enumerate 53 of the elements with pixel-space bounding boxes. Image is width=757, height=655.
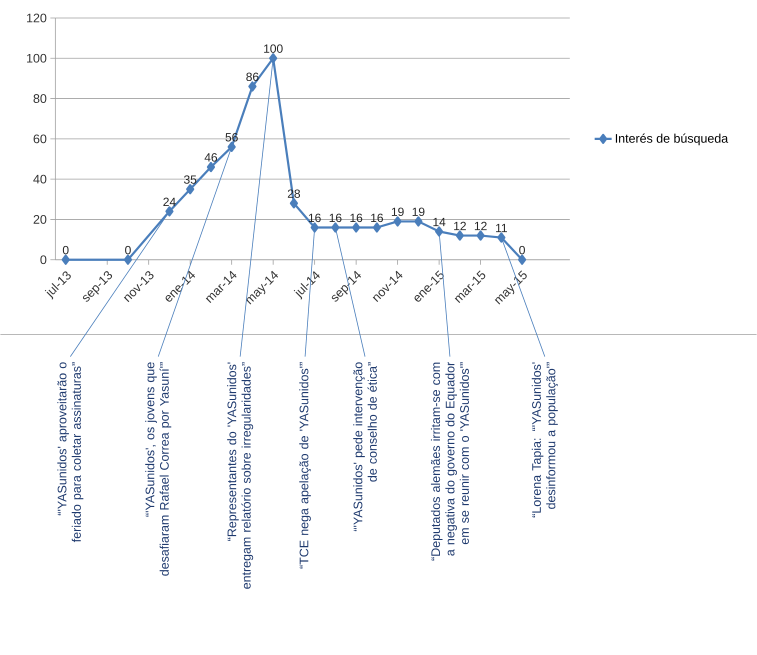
y-tick-label: 0 [40, 255, 46, 264]
data-label: 100 [264, 44, 283, 53]
y-tick-label: 40 [33, 174, 46, 184]
data-label: 12 [454, 222, 466, 230]
data-label: 16 [308, 213, 321, 222]
point [269, 53, 278, 64]
annotation: “Deputados alemães irritam-se com a negativa do governo do Equador em se reunir com o 'YASunidos'” [430, 362, 469, 560]
data-label: 24 [163, 197, 176, 206]
data-label: 86 [246, 72, 259, 81]
point [331, 222, 340, 232]
data-label: 0 [62, 246, 69, 254]
point [248, 81, 257, 92]
data-label: 12 [474, 222, 487, 230]
annotation: “Representantes do 'YASunidos' entregam relatório sobre irregularidades” [227, 362, 254, 589]
data-label: 16 [330, 213, 342, 222]
y-tick-label: 60 [34, 134, 46, 144]
point [456, 230, 464, 240]
annotation: “'YASunidos' aproveitarão o feriado para coletar assinaturas” [57, 362, 84, 542]
point [228, 142, 236, 152]
point [476, 230, 485, 240]
point [497, 232, 506, 243]
data-label: 11 [496, 224, 507, 232]
legend-label: Interés de búsqueda [616, 133, 728, 146]
point [206, 162, 216, 172]
annotation: “'YASunidos' pede intervenção de conselho de ética” [353, 362, 377, 532]
point [372, 222, 381, 232]
data-label: 19 [392, 207, 404, 216]
point [124, 254, 132, 265]
data-label: 35 [184, 175, 196, 184]
data-label: 0 [519, 246, 525, 254]
point [310, 222, 319, 232]
point [518, 254, 526, 265]
point [186, 184, 194, 194]
data-label: 19 [412, 207, 424, 216]
y-tick-label: 20 [34, 214, 46, 224]
data-label: 46 [204, 153, 218, 162]
point [165, 206, 174, 216]
point [290, 198, 298, 208]
annotation: “Lorena Tapia: “'YASunidos' desinformou a população'” [532, 362, 558, 518]
data-label: 0 [125, 246, 131, 254]
point [435, 226, 444, 236]
y-tick-label: 100 [27, 54, 46, 63]
annotation: “TCE nega apelação de 'YASunidos'” [299, 362, 311, 568]
y-tick-label: 120 [27, 13, 46, 22]
y-tick-label: 80 [34, 94, 46, 103]
point [352, 222, 360, 232]
annotation: “'YASunidos', os jovens que desafiaram Rafael Correa por Yasuní'” [145, 362, 172, 576]
data-label: 16 [371, 213, 383, 222]
point [62, 254, 70, 265]
point [394, 216, 402, 226]
data-label: 14 [433, 218, 446, 226]
data-label: 16 [350, 213, 362, 222]
point [414, 216, 422, 226]
